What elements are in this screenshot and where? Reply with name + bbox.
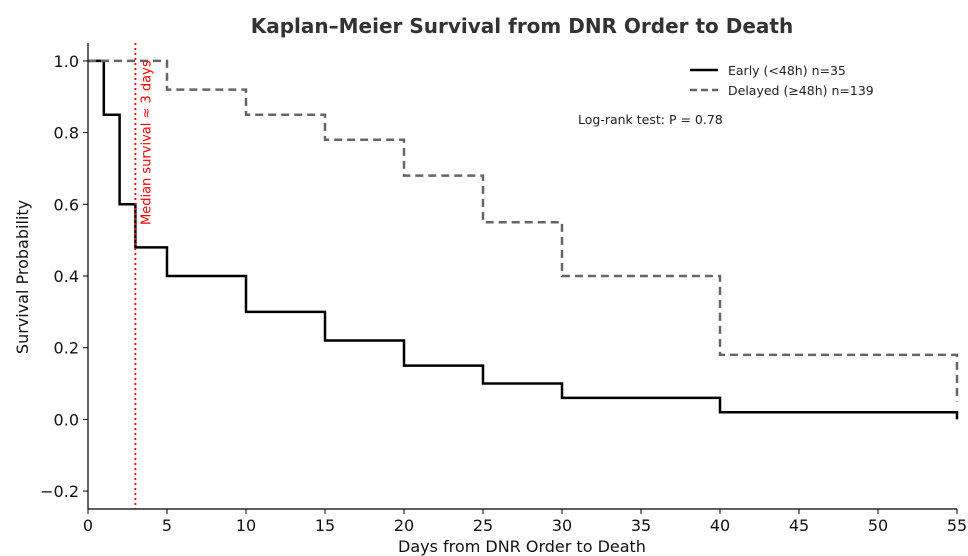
median-label: Median survival ≈ 3 days xyxy=(139,60,154,225)
legend-label-delayed: Delayed (≥48h) n=139 xyxy=(728,83,874,98)
y-tick-label: −0.2 xyxy=(40,482,79,501)
x-tick-label: 55 xyxy=(947,516,967,535)
x-tick-label: 50 xyxy=(868,516,888,535)
x-tick-label: 40 xyxy=(710,516,730,535)
x-tick-label: 45 xyxy=(789,516,809,535)
logrank-annotation: Log-rank test: P = 0.78 xyxy=(578,112,723,127)
y-axis-label: Survival Probability xyxy=(13,200,32,354)
y-tick-label: 0.4 xyxy=(54,267,79,286)
median-layer: Median survival ≈ 3 days xyxy=(134,43,154,509)
y-tick-label: 0.8 xyxy=(54,124,79,143)
series-line-delayed xyxy=(88,59,959,402)
x-tick-label: 5 xyxy=(162,516,172,535)
series-line-early xyxy=(88,59,959,420)
series-layer xyxy=(88,59,959,420)
tick-layer: 0 5 10 15 20 25 30 35 40 45 50 55 −0.2 0.0 0.2 0.4 0.6 0.… xyxy=(40,52,967,535)
x-axis-label: Days from DNR Order to Death xyxy=(398,537,646,556)
x-tick-label: 30 xyxy=(552,516,572,535)
x-tick-label: 25 xyxy=(473,516,493,535)
x-tick-label: 35 xyxy=(631,516,651,535)
y-tick-label: 0.0 xyxy=(54,410,79,429)
legend: Early (<48h) n=35 Delayed (≥48h) n=139 xyxy=(690,63,874,98)
chart-title: Kaplan–Meier Survival from DNR Order to … xyxy=(251,14,793,38)
legend-label-early: Early (<48h) n=35 xyxy=(728,63,846,78)
x-tick-label: 0 xyxy=(83,516,93,535)
x-tick-label: 15 xyxy=(315,516,335,535)
y-tick-label: 0.6 xyxy=(54,195,79,214)
y-tick-label: 0.2 xyxy=(54,339,79,358)
x-tick-label: 10 xyxy=(236,516,256,535)
y-tick-label: 1.0 xyxy=(54,52,79,71)
x-tick-label: 20 xyxy=(394,516,414,535)
